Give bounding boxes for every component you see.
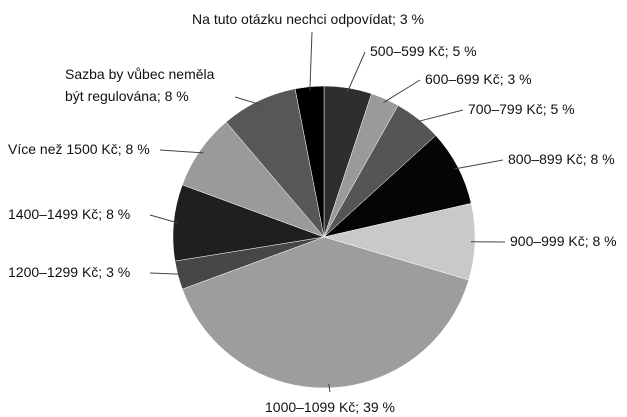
leader-line bbox=[149, 214, 178, 224]
leader-line bbox=[415, 109, 464, 123]
slice-label: 900–999 Kč; 8 % bbox=[510, 233, 617, 249]
leader-line bbox=[149, 272, 182, 275]
label-line: být regulována; 8 % bbox=[65, 88, 189, 104]
label-line: Více než 1500 Kč; 8 % bbox=[8, 141, 150, 157]
leader-line bbox=[347, 51, 366, 93]
label-line: Na tuto otázku nechci odpovídat; 3 % bbox=[192, 11, 424, 27]
leader-line bbox=[454, 159, 504, 170]
leader-line bbox=[309, 31, 313, 91]
label-line: Sazba by vůbec neměla bbox=[65, 66, 215, 82]
slice-label: Více než 1500 Kč; 8 % bbox=[8, 141, 150, 157]
slice-label: 1400–1499 Kč; 8 % bbox=[8, 206, 130, 222]
label-line: 1400–1499 Kč; 8 % bbox=[8, 206, 130, 222]
label-line: 600–699 Kč; 3 % bbox=[425, 71, 532, 87]
leader-line bbox=[328, 383, 331, 393]
slice-label: 800–899 Kč; 8 % bbox=[508, 151, 615, 167]
slice-label: 600–699 Kč; 3 % bbox=[425, 71, 532, 87]
slice-label: 1200–1299 Kč; 3 % bbox=[8, 264, 130, 280]
pie-slice bbox=[294, 85, 325, 238]
label-line: 800–899 Kč; 8 % bbox=[508, 151, 615, 167]
slice-label: 700–799 Kč; 5 % bbox=[468, 101, 575, 117]
slice-label: 500–599 Kč; 5 % bbox=[370, 43, 477, 59]
label-line: 900–999 Kč; 8 % bbox=[510, 233, 617, 249]
label-line: 1000–1099 Kč; 39 % bbox=[265, 399, 395, 415]
label-line: 500–599 Kč; 5 % bbox=[370, 43, 477, 59]
leader-line bbox=[234, 96, 261, 106]
slice-label: Na tuto otázku nechci odpovídat; 3 % bbox=[192, 11, 424, 27]
label-line: 1200–1299 Kč; 3 % bbox=[8, 264, 130, 280]
leader-line bbox=[159, 149, 204, 154]
label-line: 700–799 Kč; 5 % bbox=[468, 101, 575, 117]
slice-label: 1000–1099 Kč; 39 % bbox=[265, 399, 395, 415]
leader-line bbox=[383, 79, 421, 104]
slice-label: Sazba by vůbec neměla být regulována; 8 % bbox=[65, 66, 215, 104]
